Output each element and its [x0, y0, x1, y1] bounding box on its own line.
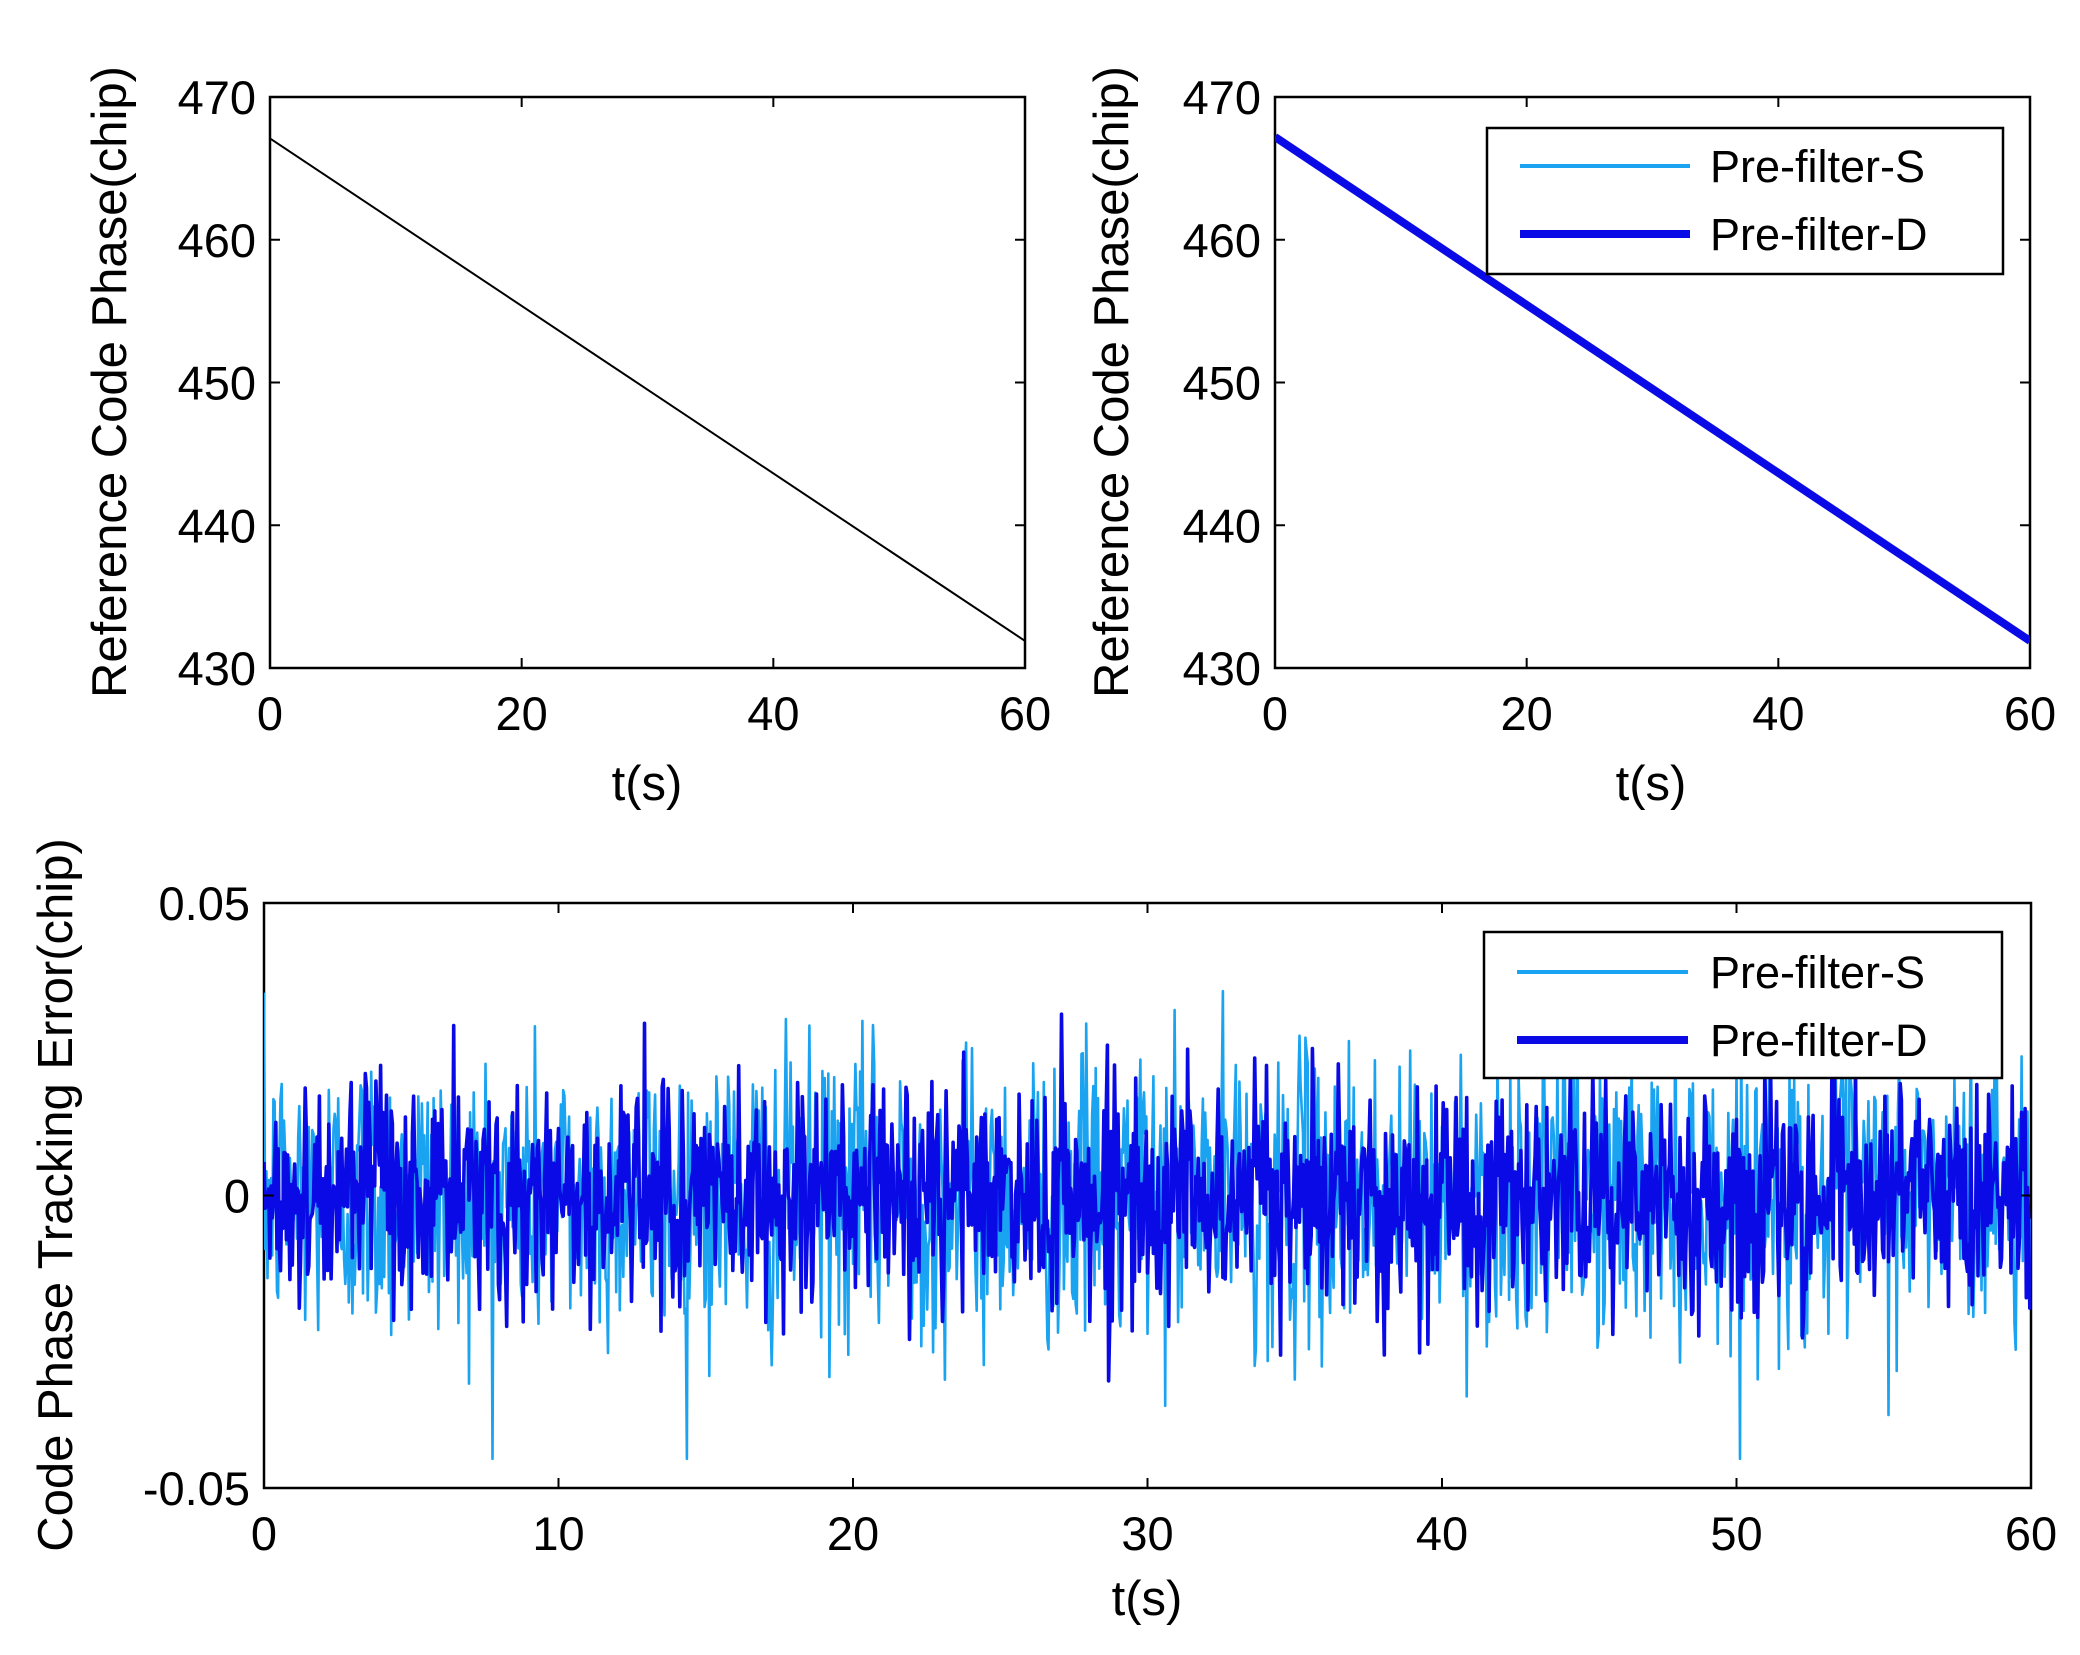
series-group	[270, 137, 1025, 642]
line-pre-filter-d	[1275, 133, 2030, 645]
data-marks	[1275, 133, 2030, 645]
y-tick-label: 450	[178, 357, 256, 410]
line-pre-filter-d	[264, 1012, 2031, 1383]
y-tick-label: 440	[1183, 499, 1261, 552]
x-tick-label: 20	[496, 687, 548, 740]
x-tick-label: 40	[747, 687, 799, 740]
x-tick-label: 30	[1121, 1507, 1173, 1560]
x-tick-label: 50	[1710, 1507, 1762, 1560]
x-axis-label: t(s)	[612, 757, 683, 811]
top-left-plot: 0 20 40 60 430 440 450 460 470 t(s) Reference Co…	[83, 66, 1051, 811]
legend-label-pre-filter-d: Pre-filter-D	[1710, 1015, 1928, 1066]
y-tick-label: 470	[1183, 71, 1261, 124]
y-tick-label: 450	[1183, 357, 1261, 410]
tick-labels: 0 20 40 60 430 440 450 460 470	[178, 71, 1052, 740]
x-tick-label: 40	[1752, 687, 1804, 740]
legend: Pre-filter-S Pre-filter-D	[1482, 930, 2004, 1080]
x-axis-label: t(s)	[1616, 757, 1687, 811]
y-axis-label: Reference Code Phase(chip)	[1085, 66, 1139, 698]
y-tick-label: 430	[1183, 642, 1261, 695]
x-tick-label: 20	[827, 1507, 879, 1560]
x-tick-label: 10	[532, 1507, 584, 1560]
x-tick-label: 40	[1416, 1507, 1468, 1560]
legend-box	[1485, 126, 2005, 276]
plot-area	[268, 95, 1027, 670]
y-tick-label: 440	[178, 499, 256, 552]
y-tick-label: 470	[178, 71, 256, 124]
legend-label-pre-filter-d: Pre-filter-D	[1710, 209, 1928, 260]
y-tick-label: 0	[224, 1170, 250, 1223]
legend-label-pre-filter-s: Pre-filter-S	[1710, 141, 1925, 192]
x-tick-label: 20	[1501, 687, 1553, 740]
x-tick-label: 60	[2005, 1507, 2057, 1560]
series-group	[1275, 133, 2030, 645]
y-axis-label: Code Phase Tracking Error(chip)	[29, 838, 83, 1552]
y-axis-label: Reference Code Phase(chip)	[83, 66, 137, 698]
y-tick-label: 0.05	[159, 877, 250, 930]
line-series	[270, 137, 1025, 642]
y-tick-label: -0.05	[143, 1462, 250, 1515]
x-tick-label: 0	[257, 687, 283, 740]
x-axis-label: t(s)	[1112, 1572, 1183, 1626]
y-tick-label: 460	[178, 214, 256, 267]
tick-labels: 0 20 40 60 430 440 450 460 470	[1183, 71, 2057, 740]
legend-label-pre-filter-s: Pre-filter-S	[1710, 947, 1925, 998]
y-tick-label: 460	[1183, 214, 1261, 267]
top-right-plot: 0 20 40 60 430 440 450 460 470 t(s) Reference Co…	[1085, 66, 2056, 811]
legend-box	[1482, 930, 2004, 1080]
x-tick-label: 60	[2004, 687, 2056, 740]
x-tick-label: 0	[1262, 687, 1288, 740]
y-tick-label: 430	[178, 642, 256, 695]
x-tick-label: 60	[999, 687, 1051, 740]
x-tick-label: 0	[251, 1507, 277, 1560]
data-marks	[270, 137, 1025, 642]
legend: Pre-filter-S Pre-filter-D	[1485, 126, 2005, 276]
